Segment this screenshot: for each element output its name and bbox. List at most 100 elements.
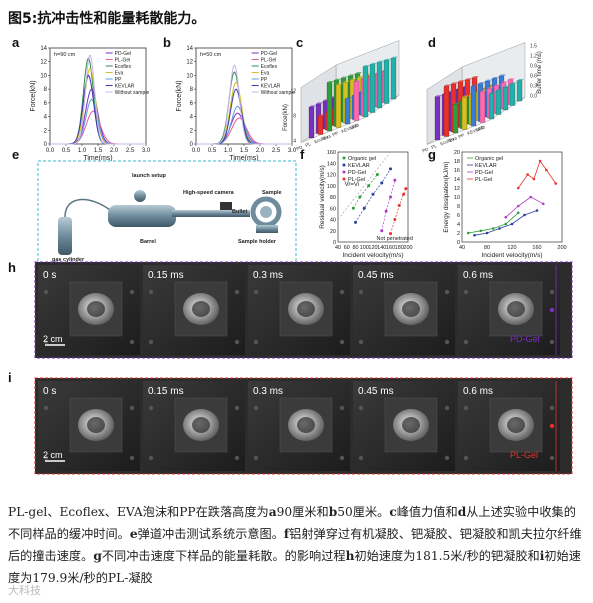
legend-label: Ecoflex — [115, 64, 132, 70]
category-label: W/O — [476, 124, 487, 132]
data-point — [380, 181, 384, 185]
x-axis-label: Time(ms) — [229, 155, 258, 162]
bar — [317, 115, 324, 135]
bar — [369, 64, 376, 113]
bar-top — [517, 79, 524, 81]
legend-label: Eva — [261, 71, 270, 77]
bar-top — [487, 87, 494, 89]
frame-time-label: 0.15 ms — [148, 270, 184, 281]
bolt — [148, 405, 154, 411]
data-point — [510, 222, 514, 226]
series-line-pd-gel — [505, 196, 544, 218]
sample-hole — [402, 301, 420, 317]
bolt — [253, 339, 259, 345]
y-tick-label: 160 — [327, 150, 336, 156]
bar — [509, 83, 516, 106]
z-tick-label: 8 — [293, 114, 296, 120]
bar — [326, 82, 333, 132]
bar — [461, 96, 468, 130]
frame-time-label: 0.15 ms — [148, 386, 184, 397]
bar-top — [309, 105, 316, 107]
high-speed-camera — [220, 202, 232, 210]
data-point — [532, 177, 536, 181]
series-line-kevlar — [474, 210, 538, 236]
bolt — [148, 339, 154, 345]
y-tick-label: 12 — [186, 60, 193, 66]
scale-bar-label: 2 cm — [43, 334, 63, 344]
legend-label: KEVLAR — [348, 163, 370, 169]
sample-hole — [507, 417, 525, 433]
x-tick-label: 3.0 — [142, 148, 151, 154]
y-tick-label: 0 — [190, 142, 194, 148]
schematic-label: Barrel — [140, 239, 156, 245]
x-tick-label: 160 — [386, 245, 395, 251]
category-label: KEVLAR — [467, 124, 486, 136]
bolt — [339, 289, 345, 295]
x-axis-label: Incident velocity(m/s) — [342, 252, 403, 259]
x-tick-label: 40 — [335, 245, 341, 251]
data-point — [545, 168, 548, 172]
data-point — [397, 203, 401, 207]
bar-top — [370, 62, 377, 65]
data-point — [504, 222, 508, 226]
x-tick-label: 1.0 — [78, 148, 87, 154]
x-tick-label: 0.0 — [192, 148, 201, 154]
data-point — [538, 159, 542, 163]
sample-hole — [297, 301, 315, 317]
bolt — [339, 455, 345, 461]
bar-top — [350, 78, 357, 80]
schematic-panel-e: launch setup High-speed camera Sample Bulle… — [37, 160, 297, 264]
legend-label: Eva — [115, 71, 124, 77]
y-tick-label: 8 — [457, 204, 460, 210]
y-tick-label: 14 — [454, 177, 460, 183]
gas-cylinder — [58, 217, 72, 255]
data-point — [389, 232, 392, 236]
bolt — [234, 405, 240, 411]
y-tick-label: 60 — [330, 206, 336, 212]
bolt — [129, 455, 135, 461]
bar — [502, 87, 509, 111]
bolt — [129, 339, 135, 345]
x-tick-label: 100 — [360, 245, 369, 251]
z-tick-label: 4 — [293, 139, 296, 145]
panel-letter-g: g — [428, 147, 436, 162]
bar — [479, 91, 486, 123]
sample-hole — [87, 417, 105, 433]
legend-marker — [342, 170, 346, 174]
sample-holder — [256, 225, 278, 233]
bar-top — [508, 78, 515, 80]
x-tick-label: 140 — [377, 245, 386, 251]
legend-label: PL-Gel — [475, 177, 492, 183]
legend-label: KEVLAR — [475, 163, 497, 169]
bar-top — [496, 88, 503, 91]
y-axis-label: Energy dissipation(kJ/m) — [443, 161, 450, 232]
bolt — [444, 289, 450, 295]
figure-canvas: 0.0 0.5 1.0 1.5 2.0 2.5 3.0 0 2 4 6 8 10 12 14 Time(ms)… — [8, 35, 573, 475]
y-axis-label: Force(kN) — [176, 80, 183, 111]
x-tick-label: 80 — [484, 245, 490, 251]
legend-label: PP — [115, 77, 122, 83]
z-tick-label: 0.9 — [530, 64, 537, 70]
z-tick-label: 12 — [290, 89, 296, 95]
y-tick-label: 10 — [454, 195, 460, 201]
bar-top — [318, 114, 325, 116]
y-tick-label: 100 — [327, 184, 336, 190]
category-label: W/O — [350, 122, 361, 130]
bar-top — [316, 102, 323, 104]
x-tick-label: 2.5 — [272, 148, 281, 154]
y-tick-label: 2 — [190, 128, 194, 134]
bar — [470, 86, 477, 127]
category-label: PP — [332, 131, 339, 138]
frame-time-label: 0 s — [43, 270, 56, 281]
data-point — [384, 209, 388, 213]
annotation-vr-vi: Vr=Vi — [345, 182, 360, 188]
gas-hose — [64, 198, 111, 218]
legend-label: PL-Gel — [115, 58, 131, 64]
bar-top — [384, 58, 391, 61]
bolt — [43, 289, 49, 295]
category-label: Eva — [323, 133, 333, 141]
bolt — [463, 339, 469, 345]
x-tick-label: 120 — [368, 245, 377, 251]
z-tick-label: 0.3 — [530, 84, 537, 90]
bar — [376, 62, 383, 109]
